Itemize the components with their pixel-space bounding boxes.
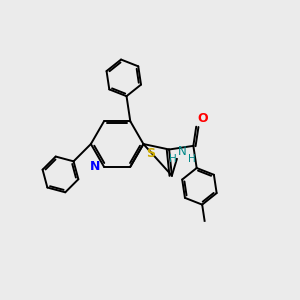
Text: S: S (146, 147, 155, 160)
Text: H: H (188, 154, 196, 164)
Text: N: N (178, 145, 187, 158)
Text: N: N (90, 160, 101, 173)
Text: H: H (169, 154, 177, 164)
Text: O: O (197, 112, 208, 125)
